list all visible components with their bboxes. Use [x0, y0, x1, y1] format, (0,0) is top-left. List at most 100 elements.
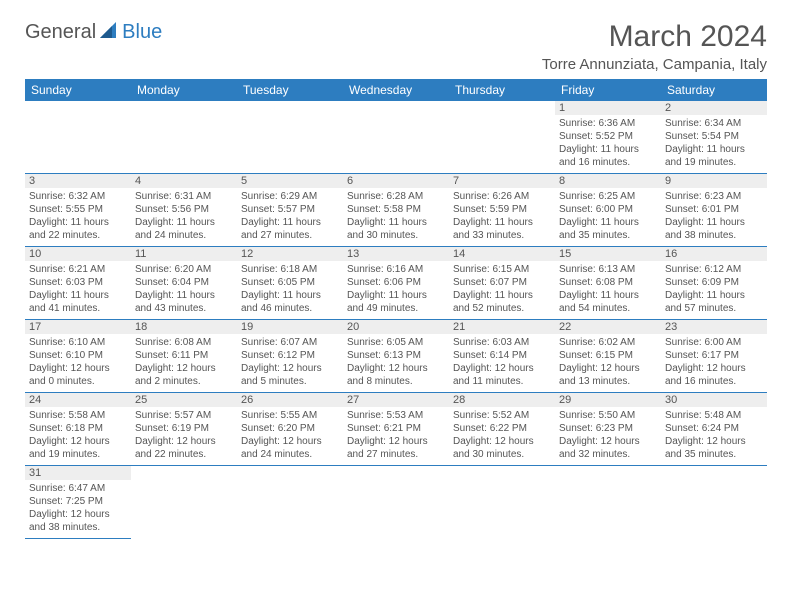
cell-line: and 46 minutes.: [241, 302, 339, 315]
cell-line: Sunset: 5:56 PM: [135, 203, 233, 216]
cell-line: and 27 minutes.: [347, 448, 445, 461]
cell-line: Sunset: 6:08 PM: [559, 276, 657, 289]
day-number: [449, 466, 555, 481]
day-cell: [343, 480, 449, 539]
cell-line: Sunrise: 6:31 AM: [135, 190, 233, 203]
week-row: Sunrise: 6:10 AMSunset: 6:10 PMDaylight:…: [25, 334, 767, 393]
location: Torre Annunziata, Campania, Italy: [542, 56, 767, 73]
cell-line: Sunrise: 6:29 AM: [241, 190, 339, 203]
cell-line: and 27 minutes.: [241, 229, 339, 242]
cell-line: Sunset: 6:17 PM: [665, 349, 763, 362]
day-number: [555, 466, 661, 481]
day-cell: Sunrise: 6:10 AMSunset: 6:10 PMDaylight:…: [25, 334, 131, 393]
cell-line: Sunrise: 6:13 AM: [559, 263, 657, 276]
cell-line: and 43 minutes.: [135, 302, 233, 315]
day-number: [237, 466, 343, 481]
day-cell: [661, 480, 767, 539]
cell-line: Sunrise: 6:00 AM: [665, 336, 763, 349]
day-number: 3: [25, 174, 131, 189]
day-cell: Sunrise: 6:02 AMSunset: 6:15 PMDaylight:…: [555, 334, 661, 393]
day-header: Friday: [555, 79, 661, 101]
cell-line: and 33 minutes.: [453, 229, 551, 242]
cell-line: Daylight: 12 hours: [665, 362, 763, 375]
week-row: Sunrise: 6:32 AMSunset: 5:55 PMDaylight:…: [25, 188, 767, 247]
day-header: Thursday: [449, 79, 555, 101]
cell-line: Sunset: 6:07 PM: [453, 276, 551, 289]
day-cell: Sunrise: 6:15 AMSunset: 6:07 PMDaylight:…: [449, 261, 555, 320]
day-number: [661, 466, 767, 481]
day-cell: [131, 480, 237, 539]
month-title: March 2024: [542, 20, 767, 54]
cell-line: Sunrise: 6:08 AM: [135, 336, 233, 349]
day-number: 25: [131, 393, 237, 408]
cell-line: Sunset: 7:25 PM: [29, 495, 127, 508]
cell-line: Sunset: 6:22 PM: [453, 422, 551, 435]
cell-line: Sunset: 5:57 PM: [241, 203, 339, 216]
day-number: 24: [25, 393, 131, 408]
cell-line: and 16 minutes.: [665, 375, 763, 388]
cell-line: Daylight: 11 hours: [665, 143, 763, 156]
day-number: [343, 466, 449, 481]
cell-line: and 35 minutes.: [665, 448, 763, 461]
day-number: 6: [343, 174, 449, 189]
day-number: 20: [343, 320, 449, 335]
cell-line: Sunset: 6:10 PM: [29, 349, 127, 362]
cell-line: Sunset: 6:01 PM: [665, 203, 763, 216]
day-header: Wednesday: [343, 79, 449, 101]
cell-line: Daylight: 11 hours: [665, 289, 763, 302]
daynum-row: 3456789: [25, 174, 767, 189]
day-cell: [555, 480, 661, 539]
day-cell: Sunrise: 5:53 AMSunset: 6:21 PMDaylight:…: [343, 407, 449, 466]
day-number: 14: [449, 247, 555, 262]
daynum-row: 17181920212223: [25, 320, 767, 335]
cell-line: Sunrise: 6:32 AM: [29, 190, 127, 203]
day-number: [25, 101, 131, 115]
cell-line: Sunset: 6:24 PM: [665, 422, 763, 435]
cell-line: Sunrise: 5:48 AM: [665, 409, 763, 422]
cell-line: Sunrise: 6:07 AM: [241, 336, 339, 349]
cell-line: Daylight: 12 hours: [347, 435, 445, 448]
cell-line: Sunrise: 6:26 AM: [453, 190, 551, 203]
day-number: 21: [449, 320, 555, 335]
day-cell: Sunrise: 6:29 AMSunset: 5:57 PMDaylight:…: [237, 188, 343, 247]
cell-line: Sunset: 6:19 PM: [135, 422, 233, 435]
cell-line: Daylight: 11 hours: [29, 289, 127, 302]
daynum-row: 24252627282930: [25, 393, 767, 408]
day-cell: Sunrise: 5:52 AMSunset: 6:22 PMDaylight:…: [449, 407, 555, 466]
cell-line: Sunrise: 5:57 AM: [135, 409, 233, 422]
day-number: 11: [131, 247, 237, 262]
day-header: Sunday: [25, 79, 131, 101]
day-number: 8: [555, 174, 661, 189]
cell-line: Daylight: 12 hours: [347, 362, 445, 375]
day-number: 9: [661, 174, 767, 189]
cell-line: and 41 minutes.: [29, 302, 127, 315]
day-number: 15: [555, 247, 661, 262]
cell-line: and 38 minutes.: [665, 229, 763, 242]
day-number: 27: [343, 393, 449, 408]
cell-line: Sunset: 6:12 PM: [241, 349, 339, 362]
logo-sail-icon: [98, 20, 120, 45]
day-number: 12: [237, 247, 343, 262]
day-cell: [449, 115, 555, 174]
cell-line: and 30 minutes.: [347, 229, 445, 242]
day-cell: Sunrise: 6:31 AMSunset: 5:56 PMDaylight:…: [131, 188, 237, 247]
day-cell: [131, 115, 237, 174]
cell-line: Daylight: 11 hours: [453, 216, 551, 229]
day-number: 1: [555, 101, 661, 115]
cell-line: Daylight: 12 hours: [453, 362, 551, 375]
cell-line: Daylight: 11 hours: [559, 216, 657, 229]
day-cell: Sunrise: 6:12 AMSunset: 6:09 PMDaylight:…: [661, 261, 767, 320]
cell-line: and 24 minutes.: [241, 448, 339, 461]
cell-line: Sunrise: 6:05 AM: [347, 336, 445, 349]
week-row: Sunrise: 6:21 AMSunset: 6:03 PMDaylight:…: [25, 261, 767, 320]
cell-line: and 19 minutes.: [665, 156, 763, 169]
day-cell: Sunrise: 6:20 AMSunset: 6:04 PMDaylight:…: [131, 261, 237, 320]
day-cell: Sunrise: 6:23 AMSunset: 6:01 PMDaylight:…: [661, 188, 767, 247]
cell-line: Daylight: 11 hours: [453, 289, 551, 302]
day-number: [343, 101, 449, 115]
cell-line: Sunset: 6:03 PM: [29, 276, 127, 289]
cell-line: Daylight: 12 hours: [559, 362, 657, 375]
cell-line: Daylight: 11 hours: [29, 216, 127, 229]
day-cell: Sunrise: 6:47 AMSunset: 7:25 PMDaylight:…: [25, 480, 131, 539]
day-cell: [237, 480, 343, 539]
